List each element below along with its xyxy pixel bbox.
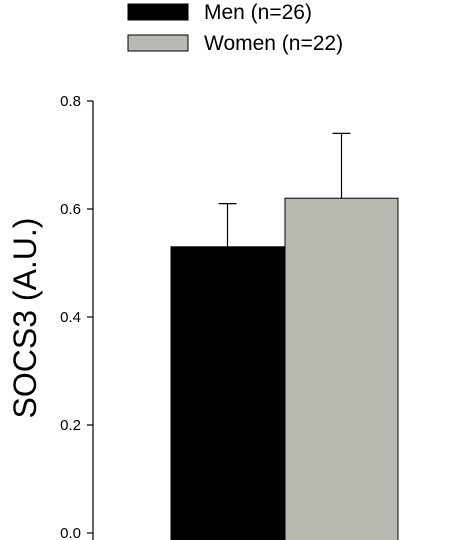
bar-men <box>170 246 285 540</box>
legend-swatch <box>127 34 189 52</box>
bars <box>170 132 399 540</box>
y-axis: 0.0 0.2 0.4 0.6 0.8 <box>60 93 286 540</box>
legend-swatch <box>127 3 189 21</box>
legend: Men (n=26) Women (n=22) <box>127 1 343 55</box>
y-tick-label: 0.0 <box>60 525 81 540</box>
bar-women <box>284 197 399 540</box>
y-tick-label: 0.4 <box>60 309 81 326</box>
y-axis-label: SOCS3 (A.U.) <box>7 218 43 419</box>
legend-label: Men (n=26) <box>204 1 312 24</box>
y-tick-label: 0.2 <box>60 417 81 434</box>
y-tick-label: 0.8 <box>60 93 81 110</box>
legend-label: Women (n=22) <box>204 32 343 55</box>
y-tick-label: 0.6 <box>60 201 81 218</box>
